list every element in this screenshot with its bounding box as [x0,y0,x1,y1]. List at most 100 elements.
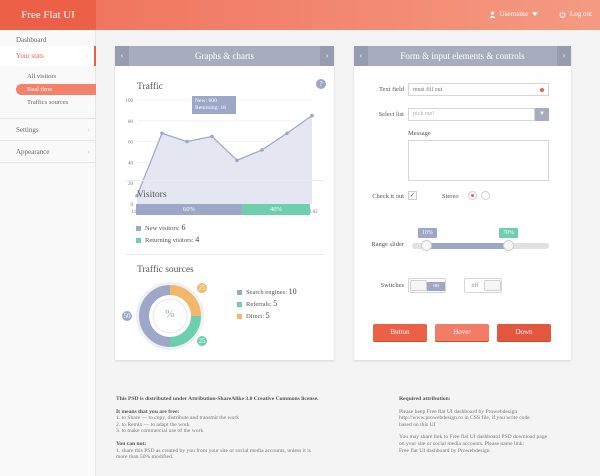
legend-swatch [237,290,242,296]
sidebar-sub-real-time[interactable]: Real time [16,84,96,95]
footer-license-block: This PSD is distributed under Attributio… [116,396,356,461]
footer-free-head: It means that you are free: [116,409,356,416]
traffic-sources-donut [136,282,204,350]
select-list[interactable]: pick me! [408,108,535,121]
range-knob-low[interactable] [420,240,432,251]
legend-returning-visitors: Returning visitors: 4 [136,235,199,244]
sidebar-item-label: Dashboard [16,36,47,44]
footer-req-line: http://www.prowebdesign.ro in CSS file, … [399,415,530,422]
data-point [160,131,164,136]
range-fill [425,243,508,249]
legend-label: Search engines: [246,289,287,296]
footer-req-line: based on this UI [399,421,436,428]
legend-value: 5 [273,299,278,308]
chevron-down-icon [532,11,538,16]
sidebar-item-settings[interactable]: Settings › [0,120,96,140]
legend-referrals: Referrals: 5 [237,299,277,308]
legend-swatch [136,226,141,232]
chart-tooltip: New: 600 Returning: 18 [192,96,236,114]
graphs-panel-header: ‹ Graphs & charts › [115,46,334,66]
returning-visitors-bar: 40% [242,204,310,215]
footer-not-line: more than 50% modified. [116,454,174,461]
button-down[interactable]: Down [497,324,551,341]
range-knob-high[interactable] [502,240,514,251]
legend-swatch [136,238,141,244]
range-tip-high: 70% [498,228,518,238]
switch-on[interactable]: on [408,278,446,293]
badge-search: 50 [122,311,132,321]
data-point [185,139,189,144]
app-title[interactable]: Free Flat UI [0,0,96,30]
footer-license-text: This PSD is distributed under Attributio… [116,396,319,402]
required-icon [540,88,544,92]
range-tip-low: 10% [417,228,437,238]
divider [0,162,96,163]
donut-slice-referrals [139,285,201,347]
logout-button[interactable]: Log out [559,10,592,18]
footer-share-line: You may share link to Free flat UI dashb… [399,434,548,441]
user-menu[interactable]: Username [489,10,538,18]
footer-req-line: Please keep Free flat UI dashboard by Pr… [399,408,518,415]
new-visitors-bar: 60% [136,204,242,215]
logout-label: Log out [570,10,592,18]
legend-label: Direct: [246,313,265,320]
radio-on[interactable] [468,191,477,200]
range-slider-label: Range slider [371,241,404,248]
button-hover[interactable]: Hover [435,324,489,341]
switch-on-label: on [427,282,445,291]
prev-arrow-icon[interactable]: ‹ [115,46,129,66]
tooltip-new: New: 600 [195,98,217,104]
divider [0,118,96,119]
y-tick-label: 40 [128,161,134,166]
legend-direct: Direct: 5 [237,311,270,320]
switch-knob [410,280,427,291]
divider [0,140,96,141]
legend-new-visitors: New visitors: 6 [136,223,185,232]
y-tick-label: 20 [128,182,134,187]
legend-swatch [237,314,242,320]
text-field[interactable] [408,83,549,96]
legend-value: 6 [181,223,186,232]
checkbox[interactable]: ✓ [408,191,417,200]
legend-value: 10 [288,287,297,296]
footer-req-head-text: Required attribution: [399,396,451,402]
sidebar-item-label: Your stats [16,52,44,60]
data-point [310,113,314,118]
form-panel-header: ‹ Form & input elements & controls › [354,46,571,66]
chevron-right-icon: › [87,126,90,134]
next-arrow-icon[interactable]: › [320,46,334,66]
sidebar-item-dashboard[interactable]: Dashboard [0,30,96,50]
legend-value: 4 [195,235,200,244]
donut-center [152,298,188,334]
footer-not-head: You can not: [116,441,356,448]
chevron-right-icon: › [85,52,88,60]
sidebar-item-label: Settings [16,126,39,134]
switch-off[interactable]: off [464,278,502,293]
form-panel: ‹ Form & input elements & controls › Tex… [354,46,571,360]
sidebar-sub-traffic-sources[interactable]: Traffics sources [27,99,69,106]
y-tick-label: 80 [128,120,134,125]
footer-req-head: Required attribution: [399,396,599,403]
chevron-down-icon[interactable]: ▼ [535,108,549,121]
legend-label: Referrals: [246,301,272,308]
prev-arrow-icon[interactable]: ‹ [354,46,368,66]
button-default[interactable]: Button [373,324,427,341]
help-icon[interactable]: ? [316,79,326,89]
graphs-panel: ‹ Graphs & charts › Traffic ? 0 20 40 60 80 1… [115,46,334,360]
sidebar-item-appearance[interactable]: Appearance › [0,142,96,162]
sidebar-item-your-stats[interactable]: Your stats › [0,46,96,66]
graphs-panel-title: Graphs & charts [195,51,254,61]
next-arrow-icon[interactable]: › [557,46,571,66]
sidebar-sub-all-visitors[interactable]: All visitors [27,73,57,80]
footer-not-head-text: You can not: [116,440,147,447]
legend-label: Returning visitors: [145,237,194,244]
username-label: Username [499,10,528,18]
divider [125,180,324,181]
radio-off[interactable] [481,191,490,200]
visitors-title: Visitors [137,190,167,200]
footer-share-line: on your site or social media accounts. P… [399,440,525,447]
user-icon [489,10,495,18]
traffic-area [137,115,312,204]
badge-referrals: 25 [197,336,207,346]
message-textarea[interactable] [408,140,549,181]
